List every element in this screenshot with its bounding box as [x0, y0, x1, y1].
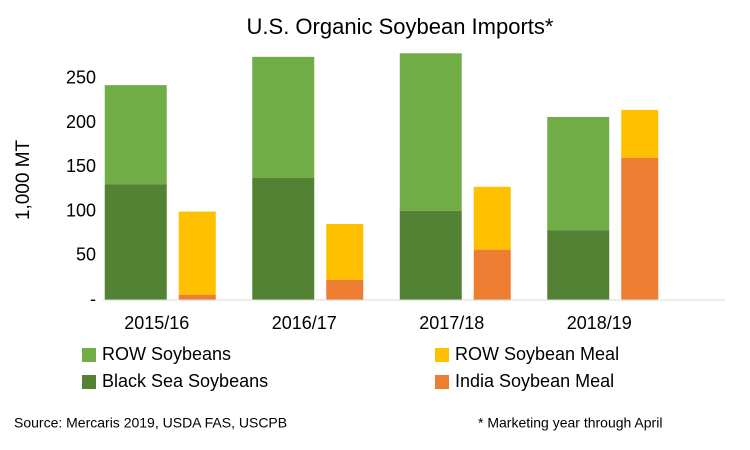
x-tick-label: 2018/19 — [567, 313, 632, 333]
y-tick-label: - — [90, 289, 96, 309]
bar-segment — [399, 53, 462, 211]
bar-segment — [621, 109, 659, 158]
bar-segment — [252, 177, 315, 300]
bar-segment — [178, 294, 216, 300]
y-axis-label: 1,000 MT — [13, 139, 34, 220]
x-tick-label: 2015/16 — [124, 313, 189, 333]
bar-segment — [621, 157, 659, 300]
bar-segment — [473, 249, 511, 300]
y-tick-label: 250 — [66, 68, 96, 88]
bar-segment — [399, 210, 462, 300]
x-tick-label: 2017/18 — [419, 313, 484, 333]
x-tick-label: 2016/17 — [272, 313, 337, 333]
y-tick-label: 50 — [76, 245, 96, 265]
bar-segment — [326, 223, 364, 280]
bar-segment — [547, 116, 610, 231]
bar-segment — [104, 184, 167, 300]
legend-label: ROW Soybean Meal — [455, 344, 619, 364]
legend-swatch — [82, 375, 96, 389]
source-note: Source: Mercaris 2019, USDA FAS, USCPB — [14, 415, 287, 431]
chart-title: U.S. Organic Soybean Imports* — [247, 14, 554, 39]
legend-label: India Soybean Meal — [455, 371, 614, 391]
legend-label: ROW Soybeans — [102, 344, 231, 364]
bar-segment — [178, 211, 216, 295]
footnote: * Marketing year through April — [478, 415, 662, 431]
y-tick-label: 100 — [66, 200, 96, 220]
legend-swatch — [435, 375, 449, 389]
bar-segment — [326, 279, 364, 300]
legend-swatch — [82, 348, 96, 362]
bar-segment — [252, 56, 315, 178]
bar-segment — [104, 85, 167, 185]
bar-segment — [547, 230, 610, 300]
bar-segment — [473, 186, 511, 250]
y-tick-label: 150 — [66, 156, 96, 176]
legend-label: Black Sea Soybeans — [102, 371, 268, 391]
legend-swatch — [435, 348, 449, 362]
y-tick-label: 200 — [66, 112, 96, 132]
